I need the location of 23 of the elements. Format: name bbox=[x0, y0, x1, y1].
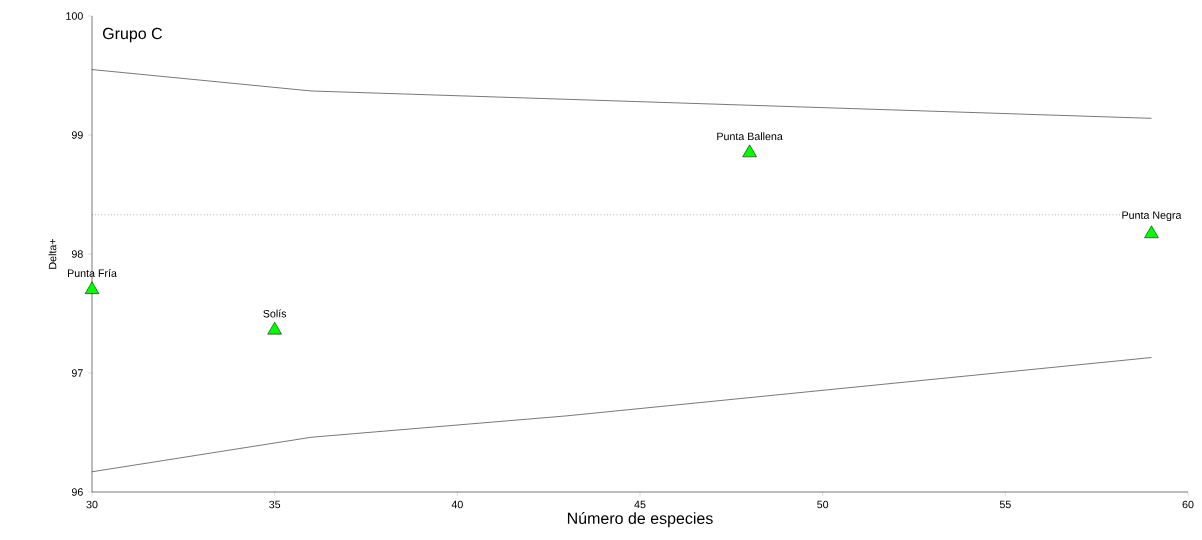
point bbox=[267, 321, 282, 335]
point bbox=[1144, 225, 1159, 239]
x-tick-label: 45 bbox=[634, 500, 646, 509]
x-tick-label: 35 bbox=[269, 500, 281, 509]
y-tick-label: 99 bbox=[71, 131, 83, 139]
x-tick-label: 50 bbox=[817, 500, 829, 509]
annotation: Punta Fría bbox=[67, 269, 117, 277]
y-tick-label: 97 bbox=[71, 369, 83, 377]
y-tick-label: 98 bbox=[71, 250, 83, 258]
y-tick-label: 100 bbox=[66, 12, 83, 20]
x-axis-title: Número de especies bbox=[567, 512, 713, 528]
point bbox=[84, 281, 100, 294]
x-tick-label: 60 bbox=[1182, 500, 1194, 509]
y-axis-title: Delta+ bbox=[48, 238, 57, 269]
x-tick-label: 55 bbox=[999, 500, 1011, 509]
annotation: Solís bbox=[263, 309, 287, 318]
x-tick-label: 30 bbox=[86, 500, 98, 509]
annotation: Punta Negra bbox=[1122, 211, 1182, 222]
annotation: Punta Ballena bbox=[717, 132, 783, 141]
text: Grupo C bbox=[103, 27, 163, 43]
x-tick-label: 40 bbox=[451, 500, 463, 509]
y-tick-label: 96 bbox=[71, 488, 83, 496]
point bbox=[742, 144, 757, 158]
